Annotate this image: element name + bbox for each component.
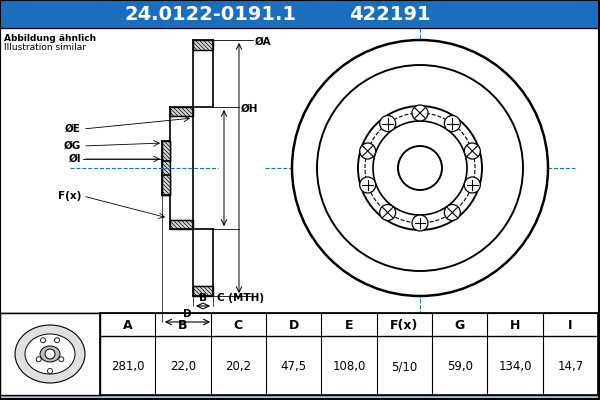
- Text: 24.0122-0191.1: 24.0122-0191.1: [124, 4, 296, 24]
- Circle shape: [45, 349, 55, 359]
- Circle shape: [359, 177, 376, 193]
- Circle shape: [412, 105, 428, 121]
- Text: ØG: ØG: [64, 141, 81, 151]
- Text: A: A: [123, 319, 133, 332]
- Bar: [170, 220, 193, 229]
- Text: 5/10: 5/10: [391, 360, 418, 373]
- Circle shape: [445, 204, 460, 220]
- Bar: [170, 107, 193, 116]
- Bar: [0, 0, 600, 28]
- Circle shape: [398, 146, 442, 190]
- Circle shape: [36, 357, 41, 362]
- Text: 47,5: 47,5: [281, 360, 307, 373]
- Circle shape: [380, 204, 395, 220]
- Bar: [162, 141, 170, 195]
- Text: 108,0: 108,0: [332, 360, 365, 373]
- Ellipse shape: [25, 334, 75, 374]
- Text: H: H: [510, 319, 520, 332]
- Text: B: B: [199, 293, 207, 303]
- Circle shape: [317, 65, 523, 271]
- Circle shape: [464, 177, 481, 193]
- Ellipse shape: [40, 346, 60, 362]
- Text: C: C: [234, 319, 243, 332]
- Text: 20,2: 20,2: [225, 360, 251, 373]
- Text: ØA: ØA: [255, 37, 272, 47]
- Bar: [193, 40, 213, 50]
- Text: ØE: ØE: [65, 124, 81, 134]
- Text: Abbildung ähnlich: Abbildung ähnlich: [4, 34, 96, 43]
- Text: ØH: ØH: [241, 104, 259, 114]
- Bar: [0, 28, 599, 313]
- Text: ØI: ØI: [68, 154, 81, 164]
- Text: 14,7: 14,7: [557, 360, 583, 373]
- Bar: [162, 175, 170, 195]
- Text: C (MTH): C (MTH): [217, 293, 264, 303]
- Circle shape: [55, 338, 59, 343]
- Circle shape: [412, 215, 428, 231]
- Bar: [0, 313, 600, 395]
- Text: 134,0: 134,0: [498, 360, 532, 373]
- Text: I: I: [568, 319, 572, 332]
- Text: Illustration similar: Illustration similar: [4, 43, 86, 52]
- Circle shape: [59, 357, 64, 362]
- Ellipse shape: [15, 325, 85, 383]
- Circle shape: [41, 338, 46, 343]
- Circle shape: [373, 121, 467, 215]
- Circle shape: [359, 143, 376, 159]
- Text: F(x): F(x): [58, 191, 81, 201]
- Text: G: G: [455, 319, 465, 332]
- Text: F(x): F(x): [390, 319, 419, 332]
- Circle shape: [292, 40, 548, 296]
- Circle shape: [464, 143, 481, 159]
- Text: B: B: [178, 319, 188, 332]
- Bar: [0, 313, 100, 395]
- Text: 422191: 422191: [349, 4, 431, 24]
- Text: D: D: [183, 309, 192, 319]
- Text: 281,0: 281,0: [111, 360, 145, 373]
- Bar: [0, 28, 600, 313]
- Bar: [193, 286, 213, 296]
- Text: E: E: [345, 319, 353, 332]
- Text: 22,0: 22,0: [170, 360, 196, 373]
- Circle shape: [380, 116, 395, 132]
- Text: D: D: [289, 319, 299, 332]
- Bar: [162, 141, 170, 161]
- Circle shape: [47, 368, 53, 374]
- Bar: [100, 313, 598, 395]
- Circle shape: [358, 106, 482, 230]
- Text: 59,0: 59,0: [446, 360, 473, 373]
- Circle shape: [445, 116, 460, 132]
